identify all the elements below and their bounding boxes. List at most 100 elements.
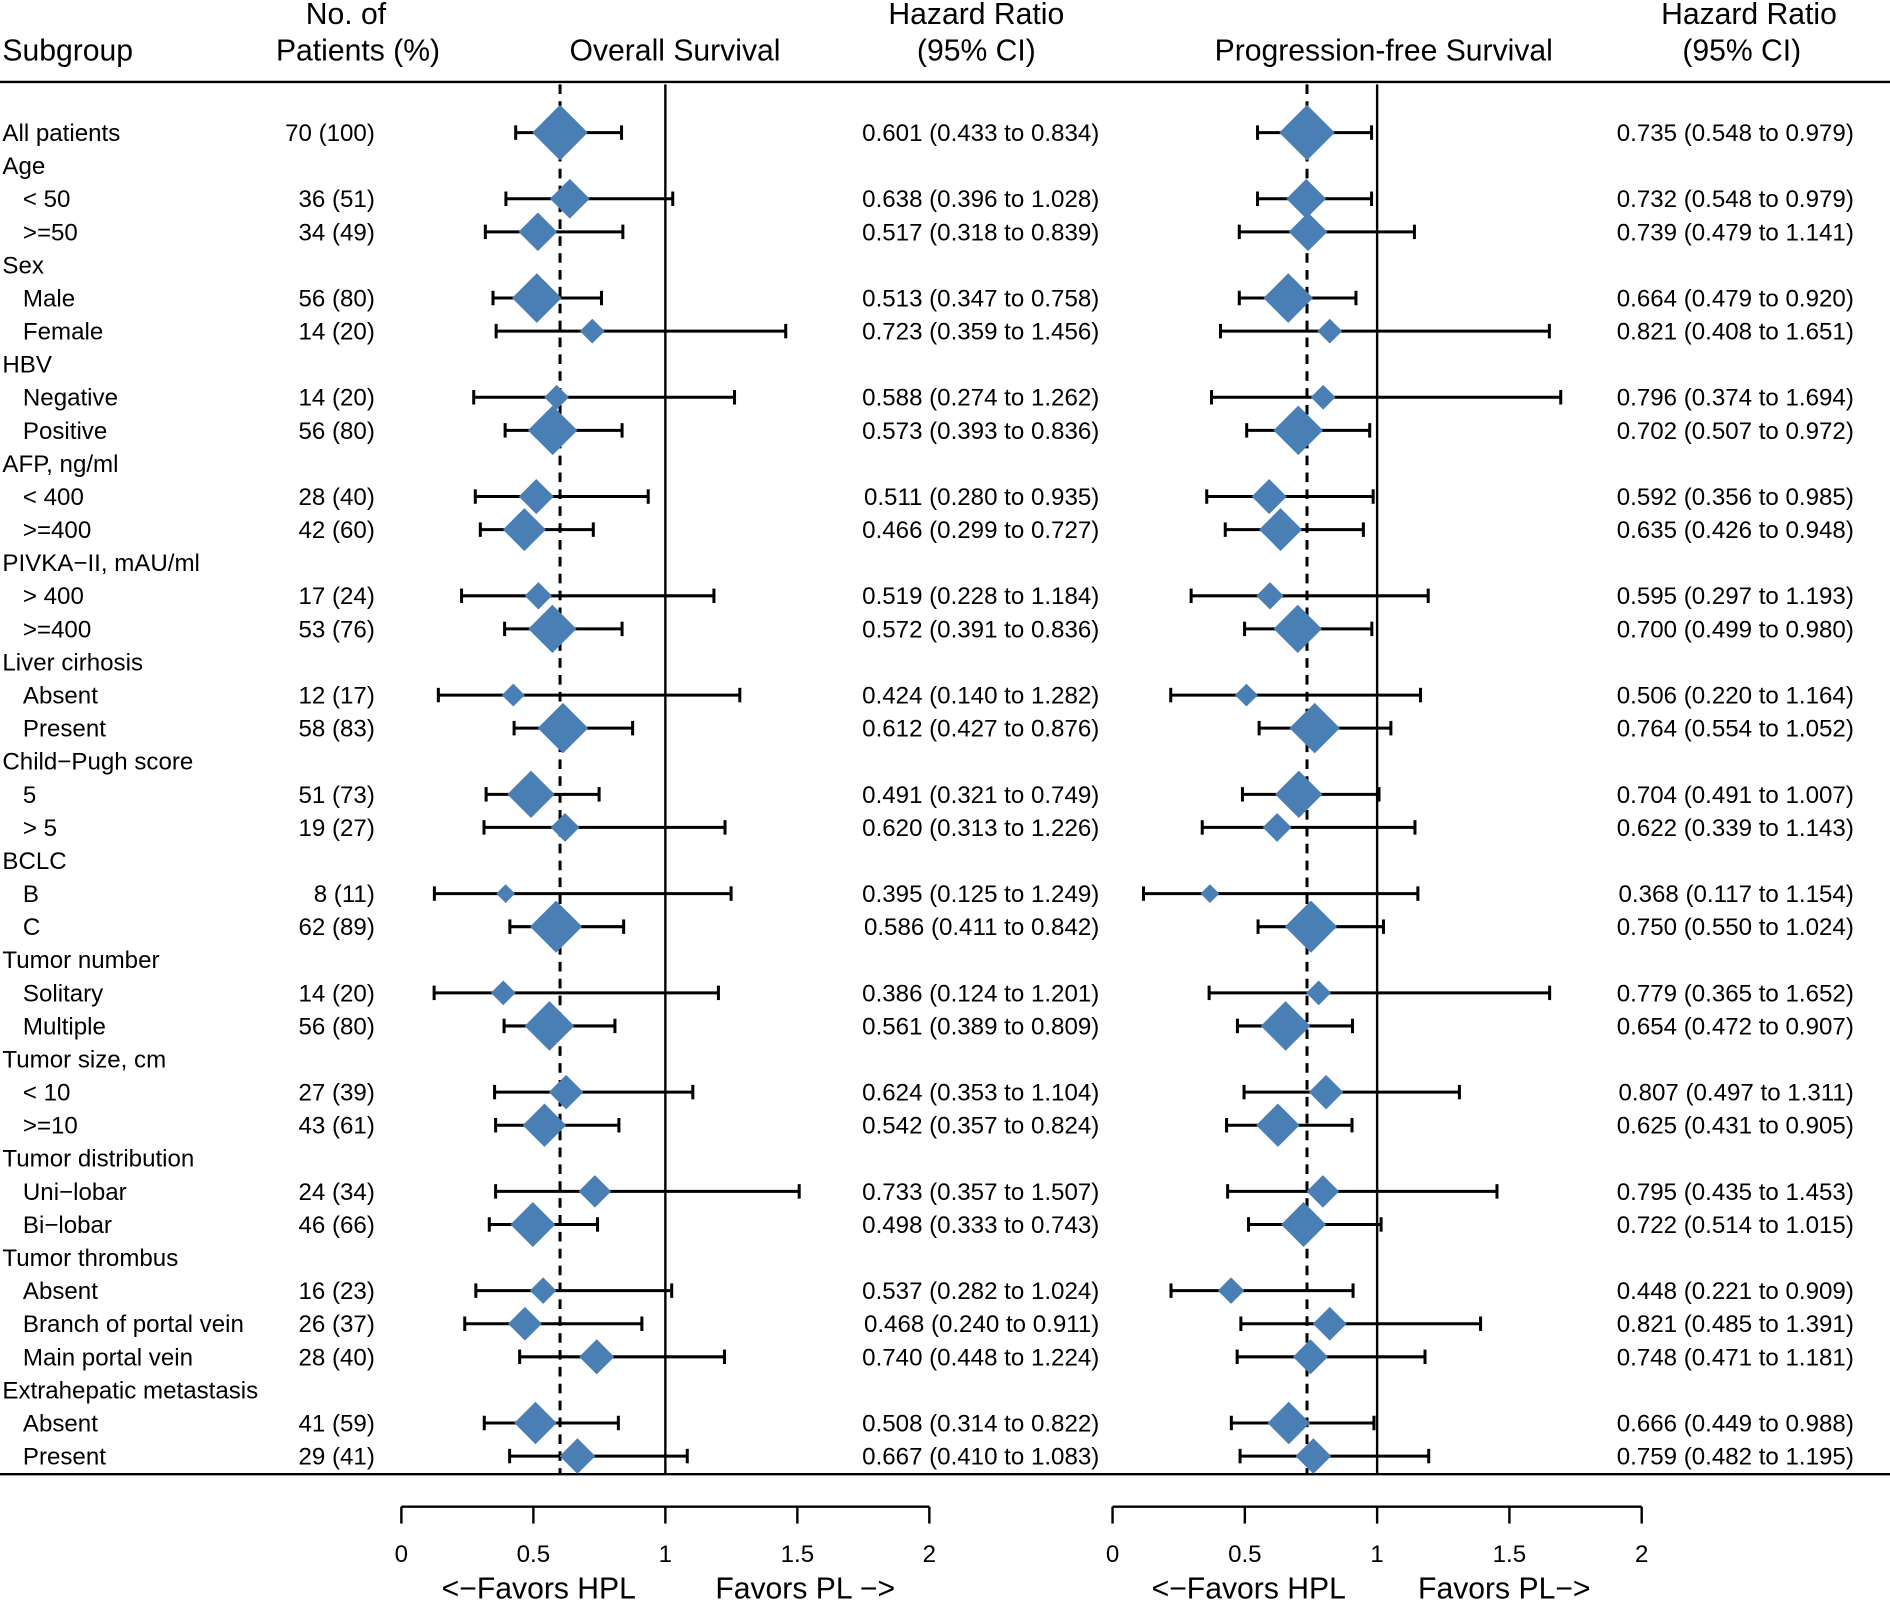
subgroup-row: Negative 14 (20) 0.588 (0.274 to 1.262) 0.7… xyxy=(23,385,1854,412)
subgroup-header-label: Extrahepatic metastasis xyxy=(2,1377,258,1404)
subgroup-header-label: Child−Pugh score xyxy=(2,749,193,776)
pfs-hr-text: 0.622 (0.339 to 1.143) xyxy=(1617,815,1854,842)
os-hr-marker xyxy=(578,1175,612,1208)
subgroup-header-row: Liver cirhosis xyxy=(2,649,143,676)
patients-count: 19 (27) xyxy=(299,815,375,842)
patients-count: 28 (40) xyxy=(299,484,375,511)
subgroup-label: Negative xyxy=(23,385,118,412)
subgroup-header-row: Extrahepatic metastasis xyxy=(2,1377,258,1404)
patients-count: 34 (49) xyxy=(299,219,375,246)
os-hr-text: 0.395 (0.125 to 1.249) xyxy=(862,881,1099,908)
header-patients-line2: Patients (%) xyxy=(276,34,440,67)
patients-count: 43 (61) xyxy=(299,1113,375,1140)
pfs-hr-text: 0.368 (0.117 to 1.154) xyxy=(1619,881,1854,908)
subgroup-label: Absent xyxy=(23,683,98,710)
subgroup-header-label: Tumor size, cm xyxy=(2,1046,166,1073)
patients-count: 56 (80) xyxy=(299,285,375,312)
subgroup-label: >=10 xyxy=(23,1113,78,1140)
subgroup-label: 5 xyxy=(23,782,36,809)
os-hr-text: 0.601 (0.433 to 0.834) xyxy=(862,120,1099,147)
patients-count: 36 (51) xyxy=(299,186,375,213)
os-hr-text: 0.537 (0.282 to 1.024) xyxy=(862,1278,1099,1305)
subgroup-row: Multiple 56 (80) 0.561 (0.389 to 0.809) 0.6… xyxy=(23,1001,1854,1051)
subgroup-label: Absent xyxy=(23,1278,98,1305)
subgroup-row: B 8 (11) 0.395 (0.125 to 1.249) 0.368 (0.11… xyxy=(23,881,1854,908)
patients-count: 27 (39) xyxy=(299,1080,375,1107)
pfs-hr-text: 0.748 (0.471 to 1.181) xyxy=(1617,1344,1854,1371)
subgroup-row: Male 56 (80) 0.513 (0.347 to 0.758) 0.664 (… xyxy=(23,273,1854,323)
subgroup-label: B xyxy=(23,881,39,908)
os-hr-text: 0.723 (0.359 to 1.456) xyxy=(862,319,1099,346)
pfs-hr-marker xyxy=(1256,582,1284,610)
os-hr-marker xyxy=(508,1306,542,1341)
pfs-hr-text: 0.779 (0.365 to 1.652) xyxy=(1617,980,1854,1007)
os-hr-marker xyxy=(501,683,525,707)
subgroup-header-label: Tumor thrombus xyxy=(2,1245,178,1272)
pfs-hr-marker xyxy=(1310,384,1336,410)
os-hr-marker xyxy=(522,1103,567,1147)
os-hr-marker xyxy=(514,1401,557,1445)
pfs-hr-text: 0.700 (0.499 to 0.980) xyxy=(1617,616,1854,643)
subgroup-label: Present xyxy=(23,1444,106,1471)
os-hr-text: 0.620 (0.313 to 1.226) xyxy=(862,815,1099,842)
pfs-hr-marker xyxy=(1286,178,1327,219)
os-hr-text: 0.638 (0.396 to 1.028) xyxy=(862,186,1099,213)
subgroup-header-label: PIVKA−II, mAU/ml xyxy=(2,550,199,577)
patients-count: 28 (40) xyxy=(299,1344,375,1371)
subgroup-row: >=400 53 (76) 0.572 (0.391 to 0.836) 0.700 … xyxy=(23,604,1854,654)
subgroup-header-row: PIVKA−II, mAU/ml xyxy=(2,550,199,577)
subgroup-row: 5 51 (73) 0.491 (0.321 to 0.749) 0.704 (0.4… xyxy=(23,770,1854,818)
pfs-hr-text: 0.796 (0.374 to 1.694) xyxy=(1617,385,1854,412)
os-tick-label: 0.5 xyxy=(517,1541,551,1568)
subgroup-header-row: HBV xyxy=(2,352,52,379)
os-hr-text: 0.513 (0.347 to 0.758) xyxy=(862,285,1099,312)
header-subgroup: Subgroup xyxy=(2,34,133,67)
subgroup-label: < 50 xyxy=(23,186,71,213)
subgroup-row: Absent 41 (59) 0.508 (0.314 to 0.822) 0.666… xyxy=(23,1401,1854,1445)
subgroup-row: < 10 27 (39) 0.624 (0.353 to 1.104) 0.807 (… xyxy=(23,1074,1854,1110)
subgroup-row: > 400 17 (24) 0.519 (0.228 to 1.184) 0.595 … xyxy=(23,582,1854,610)
os-hr-text: 0.466 (0.299 to 0.727) xyxy=(862,517,1099,544)
subgroup-row: Female 14 (20) 0.723 (0.359 to 1.456) 0.821… xyxy=(23,319,1854,346)
subgroup-label: >=400 xyxy=(23,616,91,643)
pfs-hr-text: 0.807 (0.497 to 1.311) xyxy=(1619,1080,1854,1107)
patients-count: 70 (100) xyxy=(285,120,375,147)
patients-count: 17 (24) xyxy=(299,583,375,610)
pfs-hr-marker xyxy=(1284,900,1338,953)
subgroup-label: Present xyxy=(23,716,106,743)
subgroup-label: < 10 xyxy=(23,1080,71,1107)
os-hr-marker xyxy=(502,508,546,552)
subgroup-row: Branch of portal vein 26 (37) 0.468 (0.240… xyxy=(23,1306,1854,1341)
subgroup-label: Multiple xyxy=(23,1013,106,1040)
pfs-hr-text: 0.795 (0.435 to 1.453) xyxy=(1617,1179,1854,1206)
subgroup-header-row: Tumor number xyxy=(2,947,159,974)
subgroup-row: Present 58 (83) 0.612 (0.427 to 0.876) 0.76… xyxy=(23,702,1854,754)
subgroup-row: < 50 36 (51) 0.638 (0.396 to 1.028) 0.732 (… xyxy=(23,178,1854,219)
patients-count: 41 (59) xyxy=(299,1410,375,1437)
os-hr-marker xyxy=(524,1001,575,1051)
header-patients-line1: No. of xyxy=(306,0,387,31)
os-hr-text: 0.667 (0.410 to 1.083) xyxy=(862,1444,1099,1471)
subgroup-header-label: Sex xyxy=(2,252,44,279)
pfs-hr-marker xyxy=(1259,508,1303,552)
os-hr-marker xyxy=(510,1201,556,1247)
subgroup-label: Uni−lobar xyxy=(23,1179,127,1206)
pfs-hr-text: 0.739 (0.479 to 1.141) xyxy=(1617,219,1854,246)
pfs-hr-marker xyxy=(1317,318,1343,344)
os-hr-text: 0.586 (0.411 to 0.842) xyxy=(864,914,1099,941)
os-hr-marker xyxy=(579,318,605,344)
subgroup-label: >=400 xyxy=(23,517,91,544)
os-hr-text: 0.511 (0.280 to 0.935) xyxy=(864,484,1099,511)
subgroup-header-row: BCLC xyxy=(2,848,66,875)
pfs-hr-text: 0.821 (0.408 to 1.651) xyxy=(1617,319,1854,346)
patients-count: 62 (89) xyxy=(299,914,375,941)
pfs-hr-marker xyxy=(1263,273,1314,323)
pfs-hr-marker xyxy=(1308,1074,1344,1110)
subgroup-label: Branch of portal vein xyxy=(23,1311,244,1338)
pfs-tick-label: 0.5 xyxy=(1228,1541,1262,1568)
patients-count: 56 (80) xyxy=(299,418,375,445)
patients-count: 26 (37) xyxy=(299,1311,375,1338)
header-pfs-hr-line1: Hazard Ratio xyxy=(1661,0,1837,31)
pfs-hr-text: 0.506 (0.220 to 1.164) xyxy=(1617,683,1854,710)
